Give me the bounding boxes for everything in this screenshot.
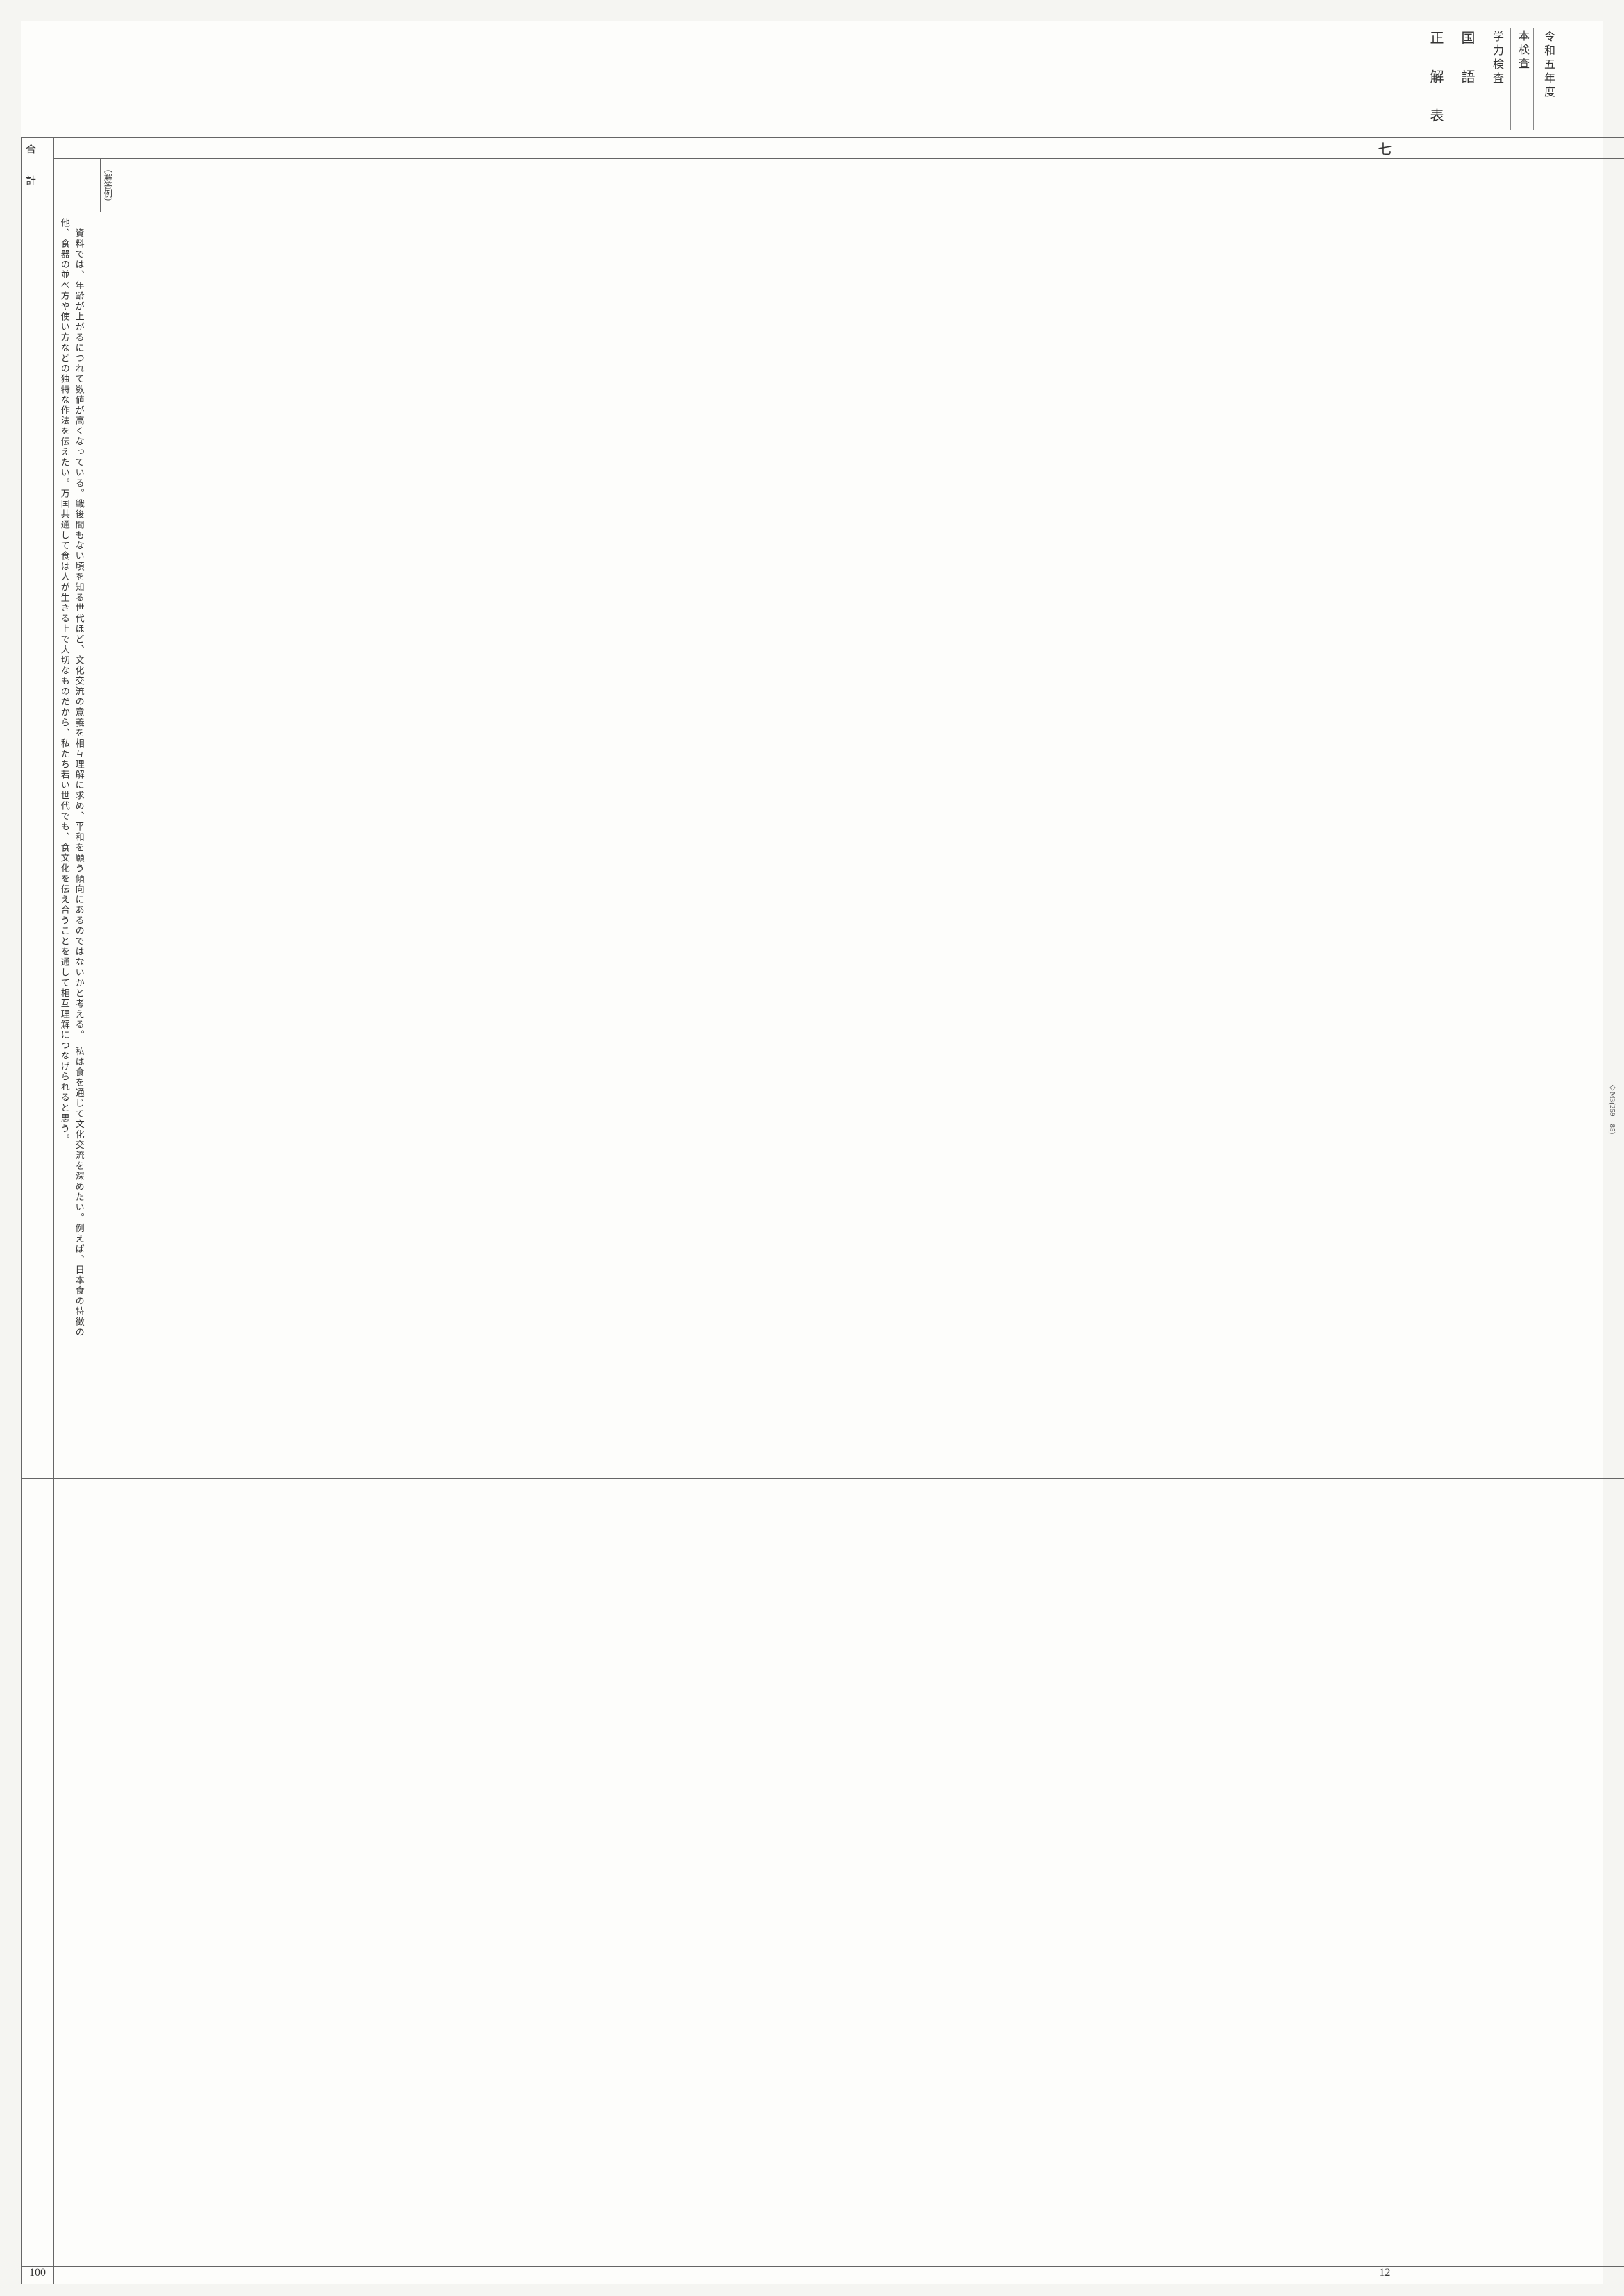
q7-total: 12: [54, 2266, 1624, 2284]
q7-answer: 資料では、年齢が上がるにつれて数値が高くなっている。戦後間もない頃を知る世代ほど…: [54, 212, 89, 1360]
title-doc: 正 解 表: [1420, 28, 1451, 130]
answer-row: 資料では、年齢が上がるにつれて数値が高くなっている。戦後間もない頃を知る世代ほど…: [22, 212, 1624, 1453]
q7-hdr: 七: [54, 138, 1624, 159]
footer-code: ◇M3(259―85): [1608, 1083, 1617, 1134]
title-subject: 国 語: [1451, 28, 1482, 130]
answer-table: 合 計 七 六 五 四 三 二 一 問題番号 （解答例） (4) (3) (2)…: [21, 137, 1624, 2284]
title-area: 正 解 表 国 語 学力検査 本検査 令和五年度: [21, 21, 1603, 137]
q7-ans-label: （解答例）: [101, 159, 115, 212]
header-row-1: 合 計 七 六 五 四 三 二 一 問題番号: [22, 138, 1624, 159]
title-exam-type: 本検査: [1510, 28, 1534, 130]
points-row: 3 3 3 4 2 2 3 4 各2 各2 各2 各2 3 4 各2 各2 3 …: [22, 1453, 1624, 1479]
notes-row: 以下の観点を参考に、採点基準の細部については各学校で定める。 ○内容 ○行数・段…: [22, 1479, 1624, 2267]
header-row-2: （解答例） (4) (3) (2) (1) (5) (3) (1) (6) (5…: [22, 159, 1624, 187]
title-year: 令和五年度: [1534, 28, 1562, 130]
totals-row: 100 12 17 23 22 10 8 8 計: [22, 2266, 1624, 2284]
grand-total: 100: [22, 2266, 54, 2284]
q7-notes: 以下の観点を参考に、採点基準の細部については各学校で定める。 ○内容 ○行数・段…: [54, 1479, 1624, 2267]
goukei-label: 合 計: [22, 138, 39, 191]
title-test: 学力検査: [1482, 28, 1510, 130]
page: 正 解 表 国 語 学力検査 本検査 令和五年度 合 計 七 六 五 四 三 二…: [21, 21, 1603, 2284]
